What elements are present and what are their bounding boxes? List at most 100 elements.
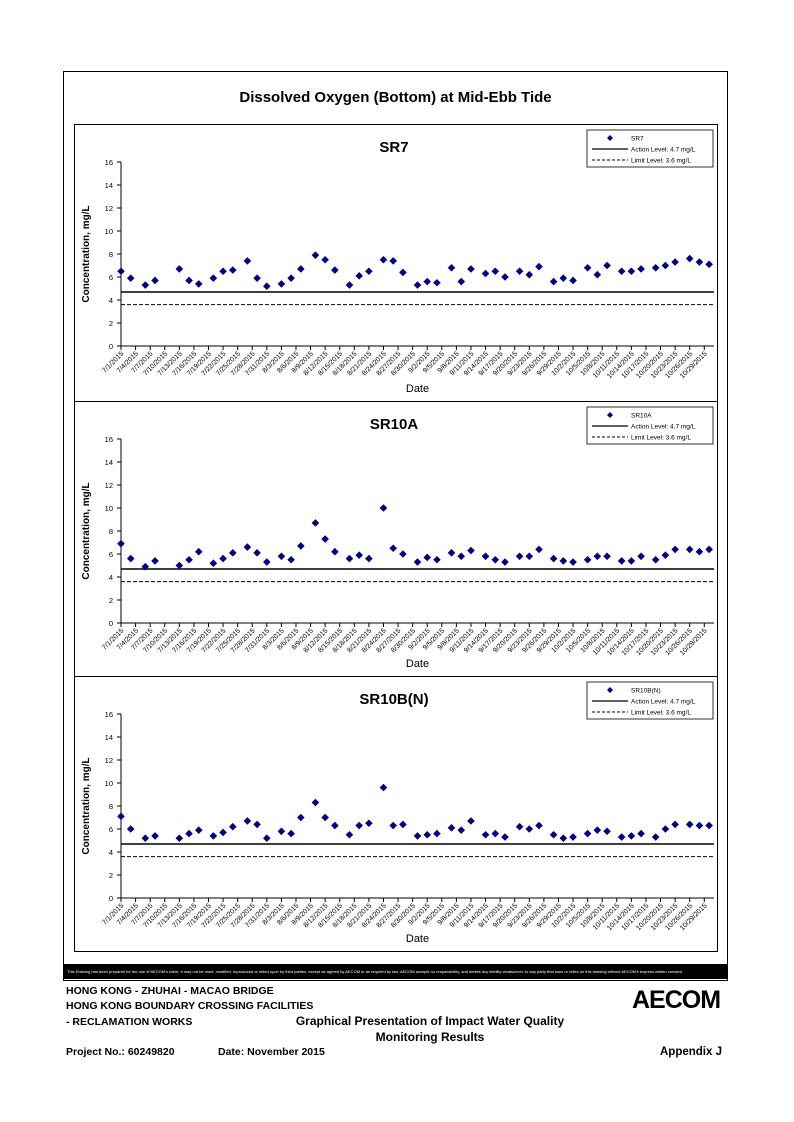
data-point <box>228 549 237 557</box>
data-point <box>117 267 125 276</box>
document-title-line2: Monitoring Results <box>375 1030 485 1044</box>
y-tick-label: 8 <box>109 250 113 259</box>
y-axis-label: Concentration, mg/L <box>81 757 92 854</box>
data-point <box>253 549 261 557</box>
y-tick-label: 6 <box>109 825 113 834</box>
data-point <box>627 267 636 276</box>
aecom-logo: AECOM <box>632 986 721 1014</box>
data-point <box>685 545 694 554</box>
data-point <box>481 269 490 278</box>
data-point <box>525 825 534 833</box>
legend: SR10A Action Level: 4.7 mg/L Limit Level: … <box>586 406 714 445</box>
data-point <box>413 281 422 289</box>
data-point <box>549 554 558 563</box>
y-tick-label: 12 <box>105 481 113 490</box>
data-point <box>433 829 441 838</box>
project-number: Project No.: 60249820 <box>66 1046 175 1058</box>
data-point <box>355 272 363 280</box>
data-point <box>651 833 660 841</box>
data-point <box>617 557 626 565</box>
data-point <box>467 817 475 825</box>
data-point <box>501 273 509 281</box>
main-title: Dissolved Oxygen (Bottom) at Mid-Ebb Tid… <box>239 89 552 106</box>
x-axis-label: Date <box>406 658 429 670</box>
data-point <box>569 558 577 566</box>
data-point <box>126 274 135 282</box>
y-tick-label: 12 <box>105 756 113 765</box>
data-point <box>491 829 500 838</box>
data-point <box>263 834 271 842</box>
chart-title: SR10B(N) <box>359 691 428 708</box>
data-point <box>515 822 524 831</box>
data-point <box>491 267 500 276</box>
y-tick-label: 6 <box>109 550 113 559</box>
data-point <box>228 266 237 274</box>
data-point <box>151 832 159 840</box>
data-point <box>185 829 193 838</box>
data-point <box>355 821 363 830</box>
y-axis-label: Concentration, mg/L <box>81 205 92 302</box>
data-point <box>447 549 456 557</box>
data-point <box>569 833 577 841</box>
data-point <box>467 265 475 273</box>
chart-title: SR7 <box>379 139 408 156</box>
data-point <box>525 552 534 561</box>
data-point <box>583 264 592 272</box>
data-point <box>277 280 286 288</box>
data-point <box>515 267 524 276</box>
data-point <box>175 834 184 842</box>
data-point <box>671 545 679 554</box>
legend-marker-swatch <box>607 687 613 693</box>
data-point <box>277 552 286 561</box>
data-point <box>423 553 432 562</box>
data-point <box>287 829 295 838</box>
data-point <box>467 546 475 555</box>
data-point <box>413 832 422 840</box>
y-tick-label: 10 <box>105 779 113 788</box>
data-point <box>457 552 466 561</box>
y-tick-label: 16 <box>105 435 113 444</box>
y-tick-label: 4 <box>109 573 113 582</box>
data-point <box>569 276 577 285</box>
data-point <box>175 265 184 273</box>
y-tick-label: 14 <box>105 181 113 190</box>
footer-project-line2: HONG KONG BOUNDARY CROSSING FACILITIES <box>66 1000 314 1012</box>
data-point <box>331 547 339 556</box>
data-point <box>253 274 261 282</box>
legend-label: SR7 <box>631 136 644 143</box>
data-point <box>321 535 329 543</box>
y-tick-label: 14 <box>105 458 113 467</box>
data-point <box>695 821 704 830</box>
y-tick-label: 8 <box>109 802 113 811</box>
y-tick-label: 16 <box>105 158 113 167</box>
data-point <box>141 562 150 571</box>
data-point <box>297 265 305 273</box>
data-point <box>389 821 397 830</box>
data-point <box>617 833 626 841</box>
chart-title: SR10A <box>370 416 419 433</box>
data-point <box>253 820 261 829</box>
data-point <box>126 554 135 563</box>
data-point <box>559 557 568 565</box>
drawing-frame <box>63 71 728 981</box>
data-point <box>447 824 456 832</box>
data-point <box>637 552 645 561</box>
y-tick-label: 0 <box>109 342 113 351</box>
data-point <box>671 258 679 266</box>
x-axis-label: Date <box>406 383 429 395</box>
legend-label: Action Level: 4.7 mg/L <box>631 699 696 706</box>
data-point <box>243 817 252 825</box>
data-point <box>637 829 645 838</box>
data-point <box>331 821 339 830</box>
data-point <box>705 260 713 269</box>
footer-project-line3: - RECLAMATION WORKS <box>66 1016 193 1028</box>
y-tick-label: 10 <box>105 227 113 236</box>
y-tick-label: 6 <box>109 273 113 282</box>
data-point <box>549 830 558 839</box>
x-axis-label: Date <box>406 933 429 945</box>
data-point <box>287 274 295 282</box>
y-tick-label: 14 <box>105 733 113 742</box>
data-point <box>365 554 373 563</box>
data-point <box>559 274 568 282</box>
